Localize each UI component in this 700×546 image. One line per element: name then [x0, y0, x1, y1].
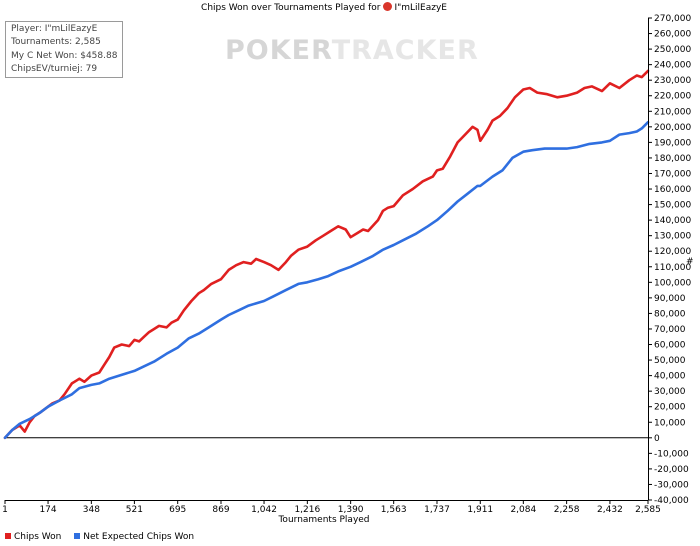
y-tick-label: 10,000: [654, 418, 686, 428]
y-tick-label: -20,000: [654, 465, 689, 475]
stats-net-won: My C Net Won: $458.88: [11, 50, 118, 61]
plot-area: [5, 18, 648, 500]
y-tick-label: 180,000: [654, 154, 691, 164]
legend-swatch-net-expected: [74, 533, 81, 539]
x-tick-label: 1,563: [381, 505, 407, 515]
title-prefix: Chips Won over Tournaments Played for: [201, 3, 381, 13]
y-tick-label: 270,000: [654, 14, 691, 24]
pokertracker-logo-icon: [383, 2, 393, 11]
y-tick-label: 130,000: [654, 232, 691, 242]
title-player-name: I"mLilEazyE: [394, 3, 447, 13]
x-tick-label: 1: [2, 505, 8, 515]
y-tick-label: 70,000: [654, 325, 686, 335]
pokertracker-watermark: POKERTRACKER: [225, 35, 479, 66]
y-tick-label: 140,000: [654, 216, 691, 226]
x-axis-title: Tournaments Played: [278, 515, 370, 525]
x-tick-label: 1,042: [251, 505, 277, 515]
legend-item-net-expected: Net Expected Chips Won: [74, 532, 194, 542]
legend-item-chips-won: Chips Won: [5, 532, 61, 542]
y-tick-label: 150,000: [654, 201, 691, 211]
x-tick-label: 2,585: [635, 505, 661, 515]
x-tick-label: 2,432: [597, 505, 623, 515]
x-tick-label: 1,737: [424, 505, 450, 515]
y-tick-label: 60,000: [654, 341, 686, 351]
y-tick-label: 210,000: [654, 107, 691, 117]
y-tick-label: 170,000: [654, 169, 691, 179]
axes: [5, 18, 649, 501]
y-tick-label: 230,000: [654, 76, 691, 86]
y-tick-label: 20,000: [654, 403, 686, 413]
y-tick-label: 160,000: [654, 185, 691, 195]
legend: Chips Won Net Expected Chips Won: [5, 532, 204, 542]
stats-player: Player: I"mLilEazyE: [11, 24, 98, 34]
x-tick-label: 1,390: [338, 505, 364, 515]
series-line-net-expected-chips-won: [3, 120, 650, 440]
y-tick-label: 220,000: [654, 92, 691, 102]
y-tick-label: 110,000: [654, 263, 691, 273]
chart-title: Chips Won over Tournaments Played for I"m…: [0, 2, 648, 13]
y-tick-label: -10,000: [654, 449, 689, 459]
watermark-part-poker: POKER: [225, 35, 332, 66]
legend-label-net-expected: Net Expected Chips Won: [83, 532, 195, 542]
y-tick-label: -30,000: [654, 480, 689, 490]
y-tick-label: 240,000: [654, 61, 691, 71]
watermark-part-tracker: TRACKER: [331, 35, 479, 66]
x-tick-label: 2,258: [554, 505, 580, 515]
y-tick-label: 120,000: [654, 247, 691, 257]
x-tick-label: 869: [212, 505, 229, 515]
y-tick-label: 50,000: [654, 356, 686, 366]
x-tick-label: 2,084: [510, 505, 536, 515]
y-tick-label: 260,000: [654, 30, 691, 40]
y-axis-ticks: -40,000 -30,000 -20,000 -10,000 0 10,000 20,00…: [648, 14, 691, 506]
x-tick-label: 695: [169, 505, 186, 515]
legend-label-chips-won: Chips Won: [14, 532, 62, 542]
x-tick-label: 348: [83, 505, 100, 515]
series-lines: [3, 69, 650, 440]
stats-chipsev: ChipsEV/turniej: 79: [11, 64, 98, 75]
y-axis-title: #: [686, 257, 694, 267]
y-tick-label: 100,000: [654, 278, 691, 288]
y-tick-label: 80,000: [654, 309, 686, 319]
legend-swatch-chips-won: [5, 533, 11, 539]
y-tick-label: 200,000: [654, 123, 691, 133]
y-tick-label: 40,000: [654, 372, 686, 382]
x-tick-label: 1,911: [467, 505, 493, 515]
stats-tournaments: Tournaments: 2,585: [11, 37, 101, 48]
y-tick-label: 30,000: [654, 387, 686, 397]
x-tick-label: 174: [39, 505, 56, 515]
y-tick-label: 190,000: [654, 138, 691, 148]
y-tick-label: -40,000: [654, 496, 689, 506]
y-tick-label: 250,000: [654, 45, 691, 55]
y-tick-label: 90,000: [654, 294, 686, 304]
x-axis-ticks: 1 174 348 521 695 869 1,042 1,216 1,390 1,563 1,73…: [2, 500, 661, 515]
series-line-chips-won: [3, 69, 650, 440]
stats-box: Player: I"mLilEazyE Tournaments: 2,585 M…: [5, 21, 123, 78]
x-tick-label: 1,216: [294, 505, 320, 515]
y-tick-label: 0: [654, 434, 660, 444]
x-tick-label: 521: [126, 505, 143, 515]
